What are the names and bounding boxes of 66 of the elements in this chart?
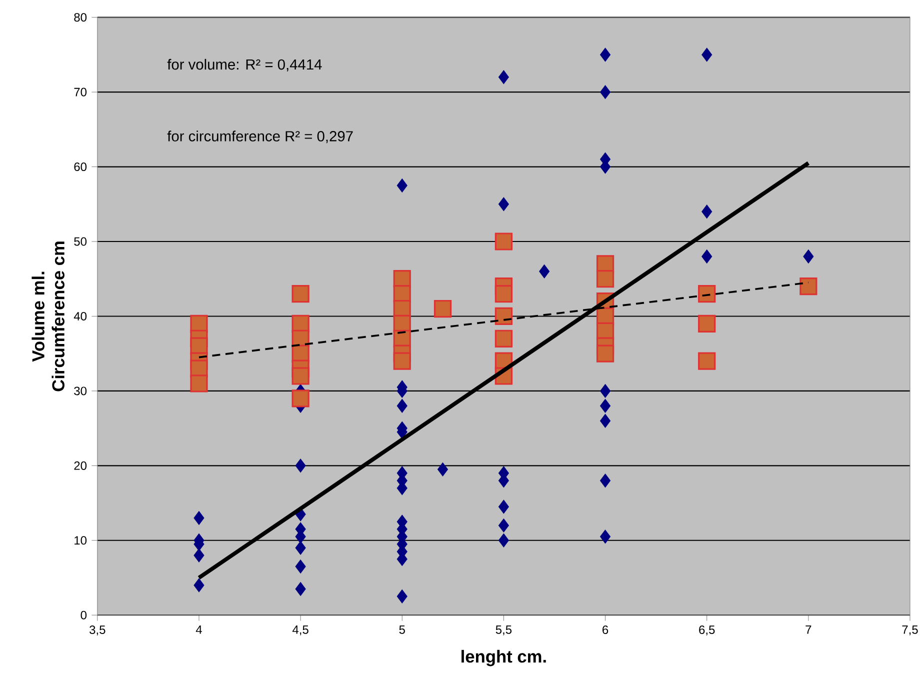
point <box>596 270 614 288</box>
x-tick-label: 4 <box>196 625 202 634</box>
y-tick-label: 80 <box>74 13 87 22</box>
x-axis-title: lenght cm. <box>462 650 546 666</box>
point <box>194 548 204 562</box>
point <box>800 277 818 296</box>
x-tick-label: 6 <box>602 625 608 634</box>
point <box>600 48 611 62</box>
point <box>295 582 306 596</box>
point <box>596 344 614 362</box>
point <box>600 398 611 413</box>
point <box>803 249 814 264</box>
y-tick-label: 40 <box>74 312 87 320</box>
point <box>600 474 611 488</box>
point <box>194 578 204 592</box>
point <box>194 510 204 525</box>
point <box>498 500 509 514</box>
y-axis-title: Volume ml. Circumference cm <box>32 242 64 392</box>
point <box>292 367 310 385</box>
x-tick-label: 7 <box>806 625 812 634</box>
y-tick-label: 20 <box>74 461 87 470</box>
point <box>698 284 716 303</box>
annotation: for circumference R² = 0,297 <box>167 130 353 144</box>
point <box>498 197 509 212</box>
point <box>600 414 611 428</box>
x-tick-label: 5,5 <box>496 625 512 636</box>
point <box>600 530 611 544</box>
point <box>498 533 509 548</box>
point <box>494 232 512 250</box>
point <box>295 540 306 555</box>
point <box>702 48 712 62</box>
point <box>498 70 509 84</box>
point <box>494 284 512 303</box>
point <box>498 518 509 532</box>
x-tick-label: 7,5 <box>902 625 918 636</box>
annotation: for volume: R² = 0,4414 <box>167 58 322 72</box>
point <box>698 314 716 332</box>
point <box>494 307 512 325</box>
point <box>702 204 712 218</box>
y-tick-label: 0 <box>80 610 87 620</box>
point <box>292 390 310 408</box>
point <box>437 462 448 476</box>
y-tick-label: 10 <box>74 536 87 545</box>
point <box>396 398 408 413</box>
x-tick-label: 4,5 <box>292 625 308 636</box>
point <box>190 374 208 392</box>
y-tick-label: 50 <box>74 237 87 246</box>
y-tick-label: 70 <box>74 88 87 96</box>
point <box>393 352 411 370</box>
point <box>600 85 611 99</box>
point <box>539 264 550 278</box>
y-tick-label: 30 <box>74 386 87 396</box>
x-tick-label: 5 <box>399 625 405 634</box>
point <box>702 249 712 264</box>
point <box>295 560 306 574</box>
x-tick-label: 3,5 <box>90 625 106 636</box>
point <box>295 458 306 473</box>
point <box>396 589 408 604</box>
point <box>434 300 452 318</box>
point <box>396 178 408 192</box>
point <box>292 284 310 303</box>
point <box>698 352 716 370</box>
point <box>494 330 512 348</box>
y-tick-label: 60 <box>74 162 87 171</box>
point <box>600 384 611 398</box>
x-tick-label: 6,5 <box>699 625 715 636</box>
